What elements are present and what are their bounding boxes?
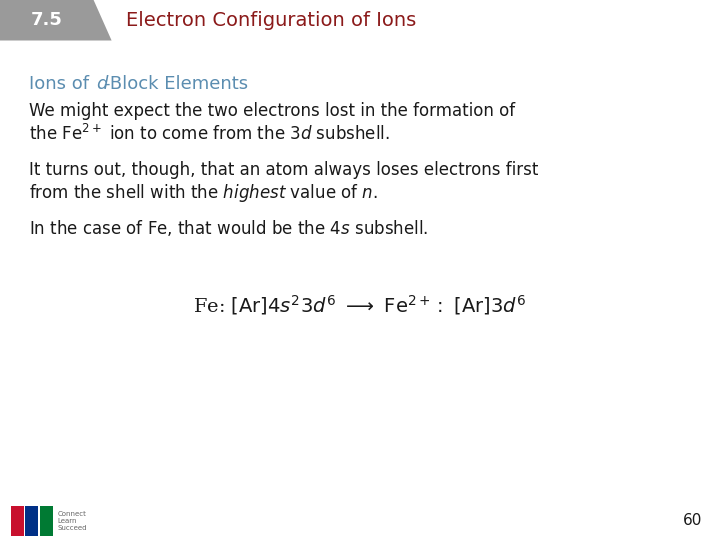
Text: Electron Configuration of Ions: Electron Configuration of Ions bbox=[126, 11, 416, 30]
Text: Ions of: Ions of bbox=[29, 75, 94, 93]
Text: It turns out, though, that an atom always loses electrons first: It turns out, though, that an atom alway… bbox=[29, 161, 538, 179]
Text: Fe: $[\mathrm{Ar}]4s^{2}3d^{6}\ \longrightarrow\ \mathrm{Fe}^{2+}\mathrm{:}\ [\m: Fe: $[\mathrm{Ar}]4s^{2}3d^{6}\ \longrig… bbox=[194, 293, 526, 317]
Text: 7.5: 7.5 bbox=[31, 11, 63, 29]
Text: the Fe$^{2+}$ ion to come from the 3$\mathit{d}$ subshell.: the Fe$^{2+}$ ion to come from the 3$\ma… bbox=[29, 124, 390, 144]
Text: from the shell with the $\mathit{highest}$ value of $\mathit{n}$.: from the shell with the $\mathit{highest… bbox=[29, 182, 378, 204]
Text: Connect
Learn
Succeed: Connect Learn Succeed bbox=[58, 511, 87, 531]
Text: -Block Elements: -Block Elements bbox=[104, 75, 248, 93]
Text: We might expect the two electrons lost in the formation of: We might expect the two electrons lost i… bbox=[29, 102, 515, 120]
Text: In the case of Fe, that would be the 4$\mathit{s}$ subshell.: In the case of Fe, that would be the 4$\… bbox=[29, 218, 428, 238]
Text: 60: 60 bbox=[683, 513, 702, 528]
Text: d: d bbox=[96, 75, 107, 93]
